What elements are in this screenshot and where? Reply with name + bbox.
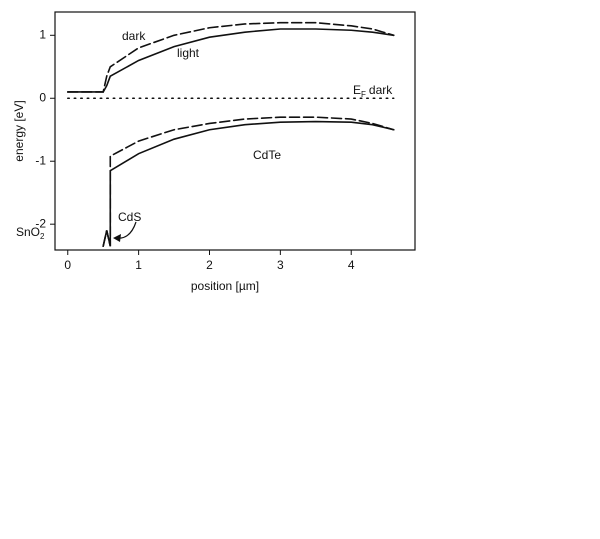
y-axis-label: energy [eV] [12,100,26,161]
annotation: dark [122,29,146,43]
y-tick-label: 1 [39,27,46,41]
sno2-text: SnO [16,225,40,239]
x-tick-label: 2 [206,258,213,272]
y-tick-label: -2 [35,216,46,230]
plot-frame [54,11,416,251]
annotation: CdS [118,210,141,224]
y-tick-label: 0 [39,90,46,104]
annotation: CdTe [253,148,281,162]
series-line [66,28,395,93]
series-line [102,120,395,248]
arrow-head [113,234,121,242]
sno2-sub: 2 [40,232,45,241]
x-tick-label: 3 [277,258,284,272]
x-tick-label: 1 [135,258,142,272]
ef-dark: dark [369,83,393,97]
ef-label: EF dark [353,83,393,99]
x-tick-label: 4 [348,258,355,272]
x-tick-label: 0 [64,258,71,272]
series-line [102,116,395,248]
y-tick-label: -1 [35,153,46,167]
sno2-label: SnO2 [16,225,45,241]
series-line [66,21,395,93]
x-axis-label: position [µm] [191,279,259,293]
ef-e: E [353,83,361,97]
ef-sub: F [361,90,366,99]
annotation: light [177,46,200,60]
